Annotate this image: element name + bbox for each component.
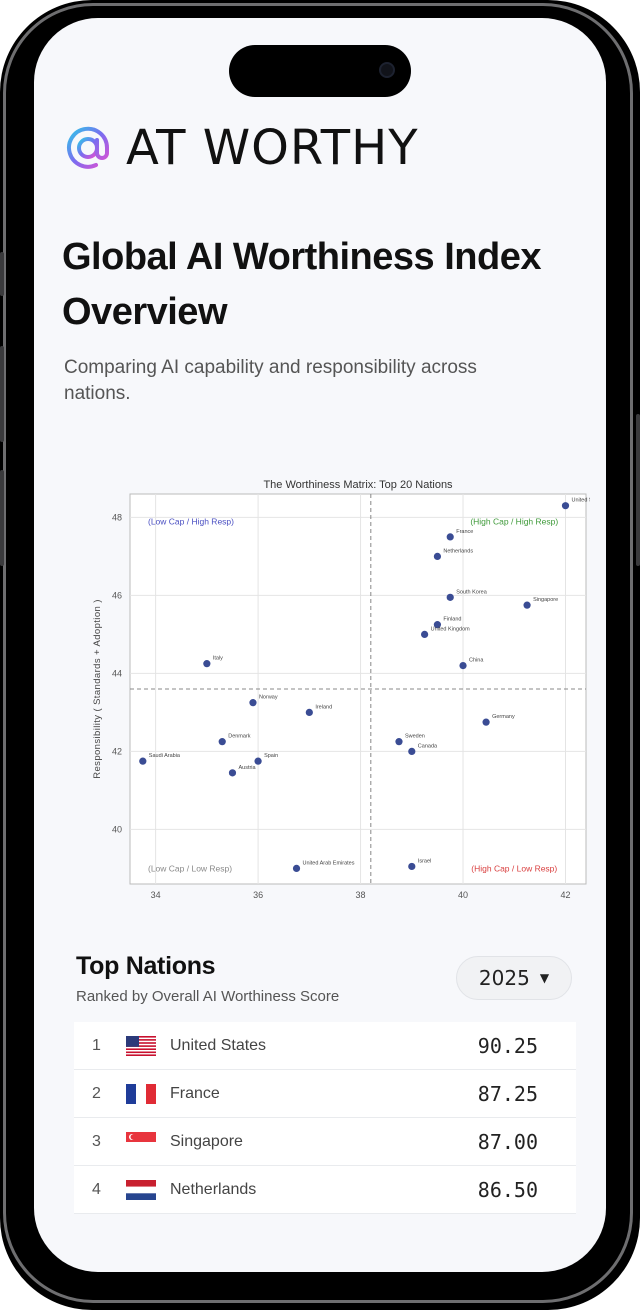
phone-bezel (3, 3, 633, 1303)
country-name: Netherlands (170, 1181, 257, 1198)
point-label: Finland (443, 617, 461, 623)
point-label: Denmark (228, 734, 251, 740)
point-label: South Korea (456, 589, 488, 595)
point-label: Netherlands (443, 548, 473, 554)
country-name: Singapore (170, 1133, 243, 1150)
point-label: United States (572, 498, 590, 504)
point-label: Canada (418, 743, 438, 749)
data-point (459, 662, 467, 670)
chart-svg: 34 36 38 40 42 40 42 44 46 48 The Worthiness Matri… (92, 479, 605, 917)
x-tick-label: 42 (560, 890, 570, 900)
score-value: 86.50 (477, 1178, 538, 1202)
y-tick-label: 42 (112, 746, 122, 756)
score-value: 87.25 (477, 1082, 538, 1106)
quadrant-label: (High Cap / Low Resp) (471, 863, 557, 873)
point-label: Italy (213, 656, 223, 662)
nl-flag-icon (126, 1180, 156, 1200)
point-label: Israel (418, 858, 431, 864)
page-title: Global AI Worthiness Index Overview (62, 236, 541, 333)
data-point (395, 738, 403, 746)
chevron-down-icon: ▼ (539, 971, 550, 985)
data-point (446, 533, 454, 541)
point-label: United Kingdom (431, 626, 471, 632)
fr-flag-icon (126, 1084, 156, 1104)
us-flag-icon (126, 1036, 156, 1056)
power-button (636, 414, 640, 566)
year-value: 2025 (478, 966, 530, 990)
data-point (433, 621, 442, 629)
quadrant-label: (Low Cap / High Resp) (148, 516, 234, 526)
data-point (249, 699, 257, 707)
data-point (408, 862, 416, 871)
table-row[interactable]: 1 United States 90.25 (74, 1022, 576, 1070)
quadrant-label: (Low Cap / Low Resp) (148, 863, 232, 873)
data-point (421, 630, 429, 638)
data-point (305, 708, 313, 716)
top-nations-section: Top Nations Ranked by Overall AI Worthin… (70, 936, 590, 1214)
section-subtitle: Ranked by Overall AI Worthiness Score (76, 988, 340, 1005)
rank-number: 1 (92, 1037, 101, 1054)
section-title: Top Nations (76, 952, 216, 980)
y-tick-label: 44 (112, 668, 122, 678)
worthiness-matrix-chart: 34 36 38 40 42 40 42 44 46 48 The Worthiness Matri… (58, 464, 605, 917)
x-tick-label: 40 (458, 890, 468, 900)
country-name: France (170, 1085, 220, 1102)
table-row[interactable]: 4 Netherlands 86.50 (74, 1166, 576, 1214)
x-tick-label: 34 (151, 890, 161, 900)
point-label: China (469, 658, 484, 664)
data-point (433, 552, 442, 560)
data-point (228, 769, 237, 777)
screen: AT WORTHY Global AI Worthiness Index Ove… (34, 18, 606, 1272)
point-label: Ireland (315, 704, 332, 710)
data-point (254, 757, 262, 765)
y-axis-label: Responsibility ( Standards + Adoption ) (92, 599, 103, 779)
app-logo[interactable]: AT WORTHY (62, 122, 419, 174)
data-point (523, 601, 531, 609)
point-label: Sweden (405, 734, 425, 740)
year-dropdown[interactable]: 2025 ▼ (456, 956, 572, 1000)
score-value: 87.00 (477, 1130, 538, 1154)
action-button (0, 252, 4, 296)
data-point (408, 747, 416, 755)
at-sign-icon (67, 126, 110, 169)
point-label: Singapore (533, 597, 558, 603)
point-label: United Arab Emirates (303, 860, 355, 866)
nations-table: 1 United States 90.25 2 (74, 1022, 576, 1214)
x-tick-label: 38 (356, 890, 366, 900)
table-row[interactable]: 3 Singapore 87.00 (74, 1118, 576, 1166)
y-tick-label: 40 (112, 824, 122, 834)
point-label: Saudi Arabia (149, 753, 181, 759)
point-label: France (456, 529, 473, 535)
page-subtitle: Comparing AI capability and responsibili… (64, 357, 477, 404)
quadrant-label: (High Cap / High Resp) (470, 516, 558, 526)
volume-up-button (0, 346, 4, 442)
sg-flag-icon (126, 1132, 156, 1152)
data-point (218, 738, 226, 746)
score-value: 90.25 (477, 1034, 538, 1058)
point-label: Spain (264, 753, 278, 759)
y-tick-label: 48 (112, 512, 122, 522)
rank-number: 3 (92, 1133, 101, 1150)
point-label: Germany (492, 714, 515, 720)
table-row[interactable]: 2 France 87.25 (74, 1070, 576, 1118)
rank-number: 4 (92, 1181, 101, 1198)
data-point (446, 593, 454, 601)
chart-title: The Worthiness Matrix: Top 20 Nations (263, 479, 453, 491)
point-label: Austria (238, 765, 256, 771)
point-label: Norway (259, 695, 278, 701)
dynamic-island (229, 45, 411, 97)
data-point (292, 864, 301, 872)
data-point (561, 502, 570, 510)
country-name: United States (170, 1037, 267, 1054)
rank-number: 2 (92, 1085, 101, 1102)
y-tick-label: 46 (112, 590, 122, 600)
data-point (139, 757, 147, 765)
data-point (482, 718, 490, 726)
camera-icon (379, 62, 395, 78)
data-point (203, 660, 211, 668)
x-tick-label: 36 (253, 890, 263, 900)
logo-text: AT WORTHY (126, 120, 419, 176)
volume-down-button (0, 470, 4, 566)
